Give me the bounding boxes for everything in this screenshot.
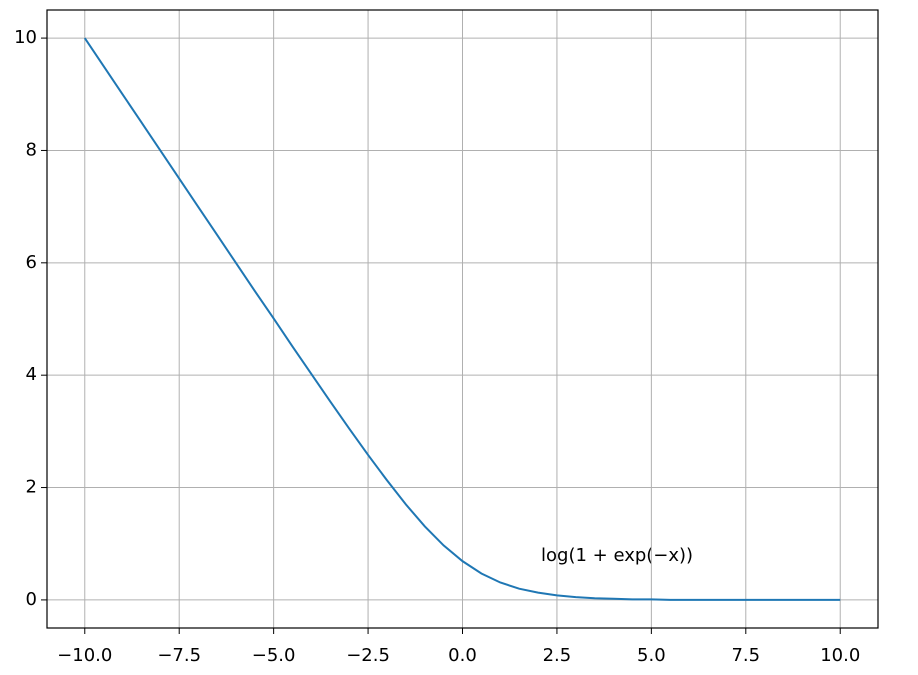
y-tick-label: 10 bbox=[14, 27, 37, 48]
x-tick-label: 2.5 bbox=[543, 645, 572, 666]
x-tick-label: −7.5 bbox=[157, 645, 201, 666]
line bbox=[83, 37, 841, 601]
y-tick-label: 4 bbox=[26, 364, 37, 385]
x-tick-label: −2.5 bbox=[346, 645, 390, 666]
x-tick-label: −5.0 bbox=[252, 645, 296, 666]
annotation: log(1 + exp(−x)) bbox=[541, 545, 693, 566]
y-tick-label: 0 bbox=[26, 589, 37, 610]
x-tick-label: 5.0 bbox=[637, 645, 666, 666]
y-tick-label: 8 bbox=[26, 139, 37, 160]
x-tick-label: 0.0 bbox=[448, 645, 477, 666]
x-tick-label: 7.5 bbox=[731, 645, 760, 666]
y-tick-label: 2 bbox=[26, 477, 37, 498]
y-tick-label: 6 bbox=[26, 252, 37, 273]
plot-frame bbox=[46, 9, 879, 629]
x-tick-label: 10.0 bbox=[820, 645, 860, 666]
x-tick-label: −10.0 bbox=[57, 645, 112, 666]
